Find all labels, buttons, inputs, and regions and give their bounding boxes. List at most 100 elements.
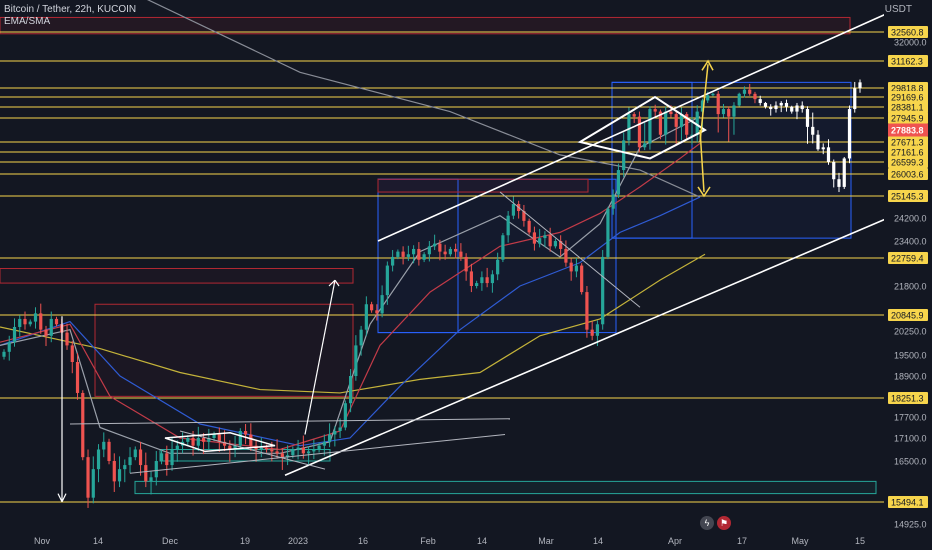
candle-body xyxy=(112,461,116,482)
candle-body xyxy=(538,238,542,244)
candle-body xyxy=(191,438,195,446)
ema-50-line xyxy=(0,196,701,447)
candle-body xyxy=(853,88,857,110)
candle-body xyxy=(737,93,741,106)
candle-body xyxy=(165,453,169,466)
flag-icon[interactable]: ⚑ xyxy=(717,516,731,530)
zone-april-box xyxy=(611,81,852,239)
time-axis-bg xyxy=(0,530,884,550)
candle-body xyxy=(643,143,647,148)
candle-body xyxy=(653,109,657,112)
candle-body xyxy=(816,134,820,150)
candle-body xyxy=(49,318,53,336)
candle-body xyxy=(779,102,783,106)
candle-body xyxy=(212,434,216,438)
candle-body xyxy=(664,111,668,135)
price-level-tag xyxy=(888,392,928,404)
price-tick-label: 18900.0 xyxy=(894,372,927,382)
arrow-up-head-r xyxy=(334,279,340,287)
ema-21-line xyxy=(0,142,701,451)
candle-body xyxy=(12,326,17,343)
candle-body xyxy=(606,208,610,257)
currency-label: USDT xyxy=(884,4,912,15)
candle-body xyxy=(375,310,379,314)
candle-body xyxy=(795,105,799,112)
candle-body xyxy=(427,246,431,255)
candle-body xyxy=(490,274,494,284)
candle-body xyxy=(117,469,122,482)
flash-icon[interactable]: ϟ xyxy=(700,516,714,530)
candle-body xyxy=(154,461,158,478)
candle-body xyxy=(496,259,500,275)
time-tick-label: 2023 xyxy=(288,536,308,546)
candle-body xyxy=(721,109,726,115)
candle-body xyxy=(800,105,804,110)
candle-body xyxy=(601,256,605,325)
candle-body xyxy=(784,102,789,107)
candle-body xyxy=(811,126,815,135)
candle-body xyxy=(327,434,332,442)
arrow-down-head-l xyxy=(57,493,63,503)
trendline-rising xyxy=(129,434,506,474)
price-level-label: 28381.1 xyxy=(891,103,924,113)
time-tick-label: 19 xyxy=(240,536,250,546)
candle-body xyxy=(616,170,621,195)
candle-body xyxy=(742,89,747,94)
candle-body xyxy=(805,109,810,127)
zone-left-red xyxy=(94,303,354,397)
arrow-up-shaft xyxy=(304,280,336,435)
candle-body xyxy=(532,232,537,244)
candle-body xyxy=(590,329,594,336)
candle-body xyxy=(559,241,563,249)
candle-body xyxy=(343,403,347,428)
candle-body xyxy=(611,194,615,209)
candle-body xyxy=(359,329,363,346)
candle-body xyxy=(753,93,757,100)
candle-body xyxy=(543,235,547,239)
candle-body xyxy=(553,241,558,247)
candle-body xyxy=(7,342,11,352)
diamond-pattern xyxy=(577,95,707,160)
candle-body xyxy=(632,114,636,117)
price-level-tag xyxy=(888,91,928,103)
price-level-tag xyxy=(888,136,928,148)
candle-body xyxy=(138,449,143,466)
price-tick-label: 20250.0 xyxy=(894,327,927,337)
zone-mid-red xyxy=(0,267,354,284)
price-tick-label: 17100.0 xyxy=(894,434,927,444)
candle-body xyxy=(433,243,437,247)
candle-body xyxy=(727,109,731,117)
candle-body xyxy=(128,457,132,466)
candle-body xyxy=(322,441,326,446)
candle-body xyxy=(44,329,48,336)
price-level-tag xyxy=(888,156,928,168)
candle-body xyxy=(217,434,221,442)
candle-body xyxy=(96,449,101,470)
candle-body xyxy=(501,235,505,260)
candle-body xyxy=(175,445,179,450)
candle-body xyxy=(259,447,263,450)
candles xyxy=(2,79,862,508)
candle-body xyxy=(296,447,300,450)
candle-body xyxy=(842,158,846,187)
candle-body xyxy=(333,431,337,435)
channel-upper-line xyxy=(377,12,889,242)
candle-body xyxy=(159,453,164,461)
candle-body xyxy=(564,248,568,263)
price-tick-label: 24200.0 xyxy=(894,214,927,224)
price-level-label: 29169.6 xyxy=(891,93,924,103)
price-level-label: 26003.6 xyxy=(891,170,924,180)
ema-100-line xyxy=(0,253,706,394)
candle-body xyxy=(301,447,305,454)
candle-body xyxy=(18,318,22,327)
candle-body xyxy=(207,438,211,442)
event-badges[interactable]: ϟ ⚑ xyxy=(700,516,731,530)
candle-body xyxy=(574,265,579,272)
candle-body xyxy=(291,449,295,456)
candle-body xyxy=(480,277,484,284)
candle-body xyxy=(569,262,573,272)
candle-body xyxy=(65,332,69,346)
candle-body xyxy=(422,254,426,260)
price-level-label: 27945.9 xyxy=(891,114,924,124)
